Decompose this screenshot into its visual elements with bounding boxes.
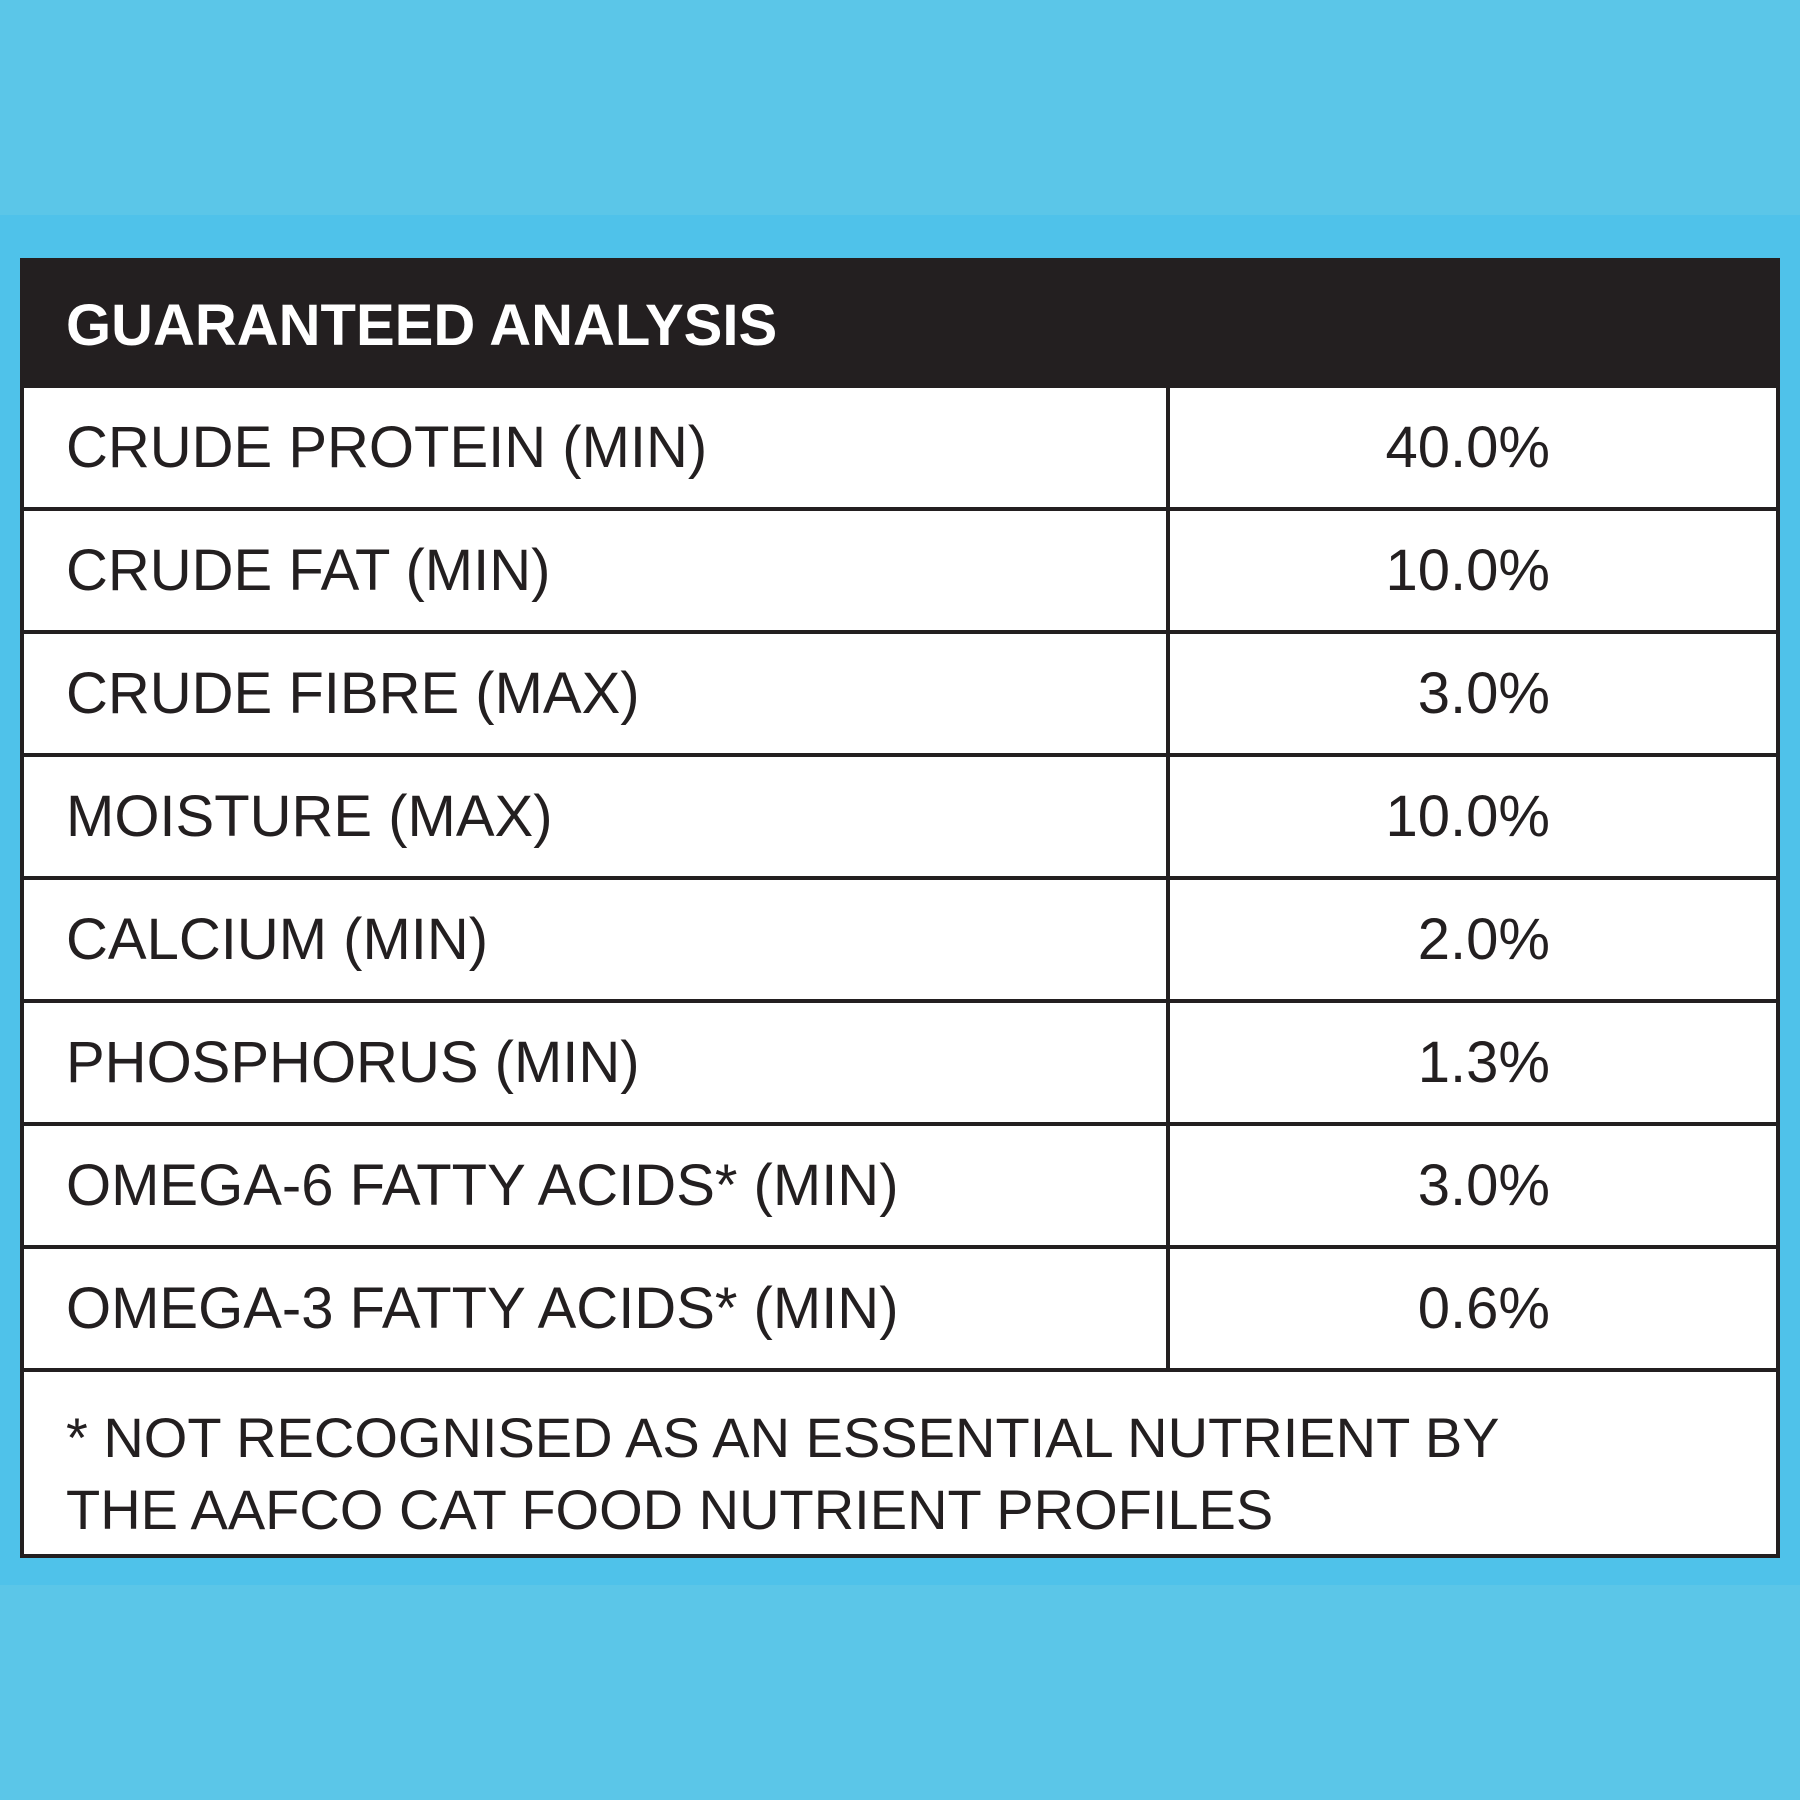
guaranteed-analysis-table: GUARANTEED ANALYSIS CRUDE PROTEIN (MIN) … [20, 258, 1780, 1558]
table-title: GUARANTEED ANALYSIS [24, 262, 1776, 388]
table-row: OMEGA-6 FATTY ACIDS* (MIN) 3.0% [24, 1122, 1776, 1245]
footnote-line: THE AAFCO CAT FOOD NUTRIENT PROFILES [66, 1478, 1274, 1541]
nutrient-label: CRUDE FAT (MIN) [24, 511, 1170, 630]
nutrient-label: MOISTURE (MAX) [24, 757, 1170, 876]
nutrient-label: CRUDE FIBRE (MAX) [24, 634, 1170, 753]
table-row: CALCIUM (MIN) 2.0% [24, 876, 1776, 999]
footnote-line: * NOT RECOGNISED AS AN ESSENTIAL NUTRIEN… [66, 1406, 1500, 1469]
analysis-rows: CRUDE PROTEIN (MIN) 40.0% CRUDE FAT (MIN… [24, 388, 1776, 1368]
nutrient-label: CRUDE PROTEIN (MIN) [24, 388, 1170, 507]
nutrient-value: 0.6% [1417, 1276, 1550, 1341]
nutrient-label: PHOSPHORUS (MIN) [24, 1003, 1170, 1122]
table-row: CRUDE FIBRE (MAX) 3.0% [24, 630, 1776, 753]
nutrient-label: OMEGA-6 FATTY ACIDS* (MIN) [24, 1126, 1170, 1245]
table-row: OMEGA-3 FATTY ACIDS* (MIN) 0.6% [24, 1245, 1776, 1368]
footnote: * NOT RECOGNISED AS AN ESSENTIAL NUTRIEN… [24, 1368, 1776, 1546]
nutrient-label: OMEGA-3 FATTY ACIDS* (MIN) [24, 1249, 1170, 1368]
nutrient-label: CALCIUM (MIN) [24, 880, 1170, 999]
nutrient-value: 1.3% [1417, 1030, 1550, 1095]
nutrient-value: 10.0% [1385, 538, 1550, 603]
nutrient-value: 3.0% [1417, 1153, 1550, 1218]
table-row: CRUDE PROTEIN (MIN) 40.0% [24, 388, 1776, 507]
table-row: CRUDE FAT (MIN) 10.0% [24, 507, 1776, 630]
table-row: PHOSPHORUS (MIN) 1.3% [24, 999, 1776, 1122]
nutrient-value: 3.0% [1417, 661, 1550, 726]
nutrient-value: 10.0% [1385, 784, 1550, 849]
nutrient-value: 2.0% [1417, 907, 1550, 972]
table-row: MOISTURE (MAX) 10.0% [24, 753, 1776, 876]
nutrient-value: 40.0% [1385, 415, 1550, 480]
